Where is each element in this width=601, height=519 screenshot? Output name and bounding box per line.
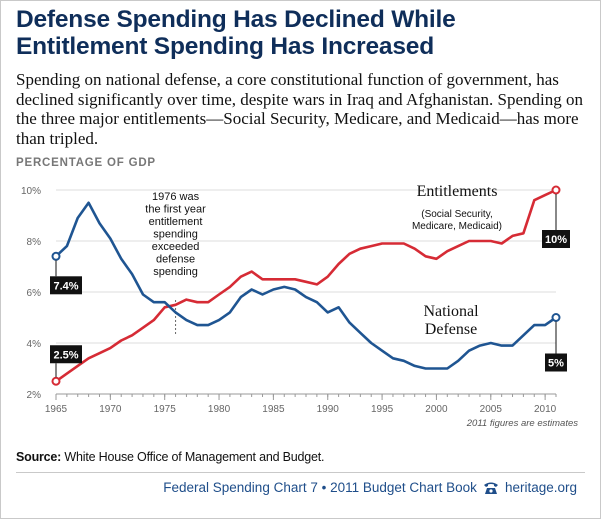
source-note: Source: White House Office of Management… <box>16 450 325 464</box>
end-point-entitlements <box>551 185 561 195</box>
x-tick-label: 1970 <box>99 404 122 415</box>
data-label-entitlements-start-box <box>50 345 82 364</box>
series-line-national-defense <box>55 201 557 370</box>
data-label-defense-start: 7.4% <box>53 280 78 292</box>
series-line-entitlements <box>55 188 557 383</box>
x-tick-label: 1965 <box>45 404 68 415</box>
x-tick-label: 1980 <box>208 404 231 415</box>
title-line-1: Defense Spending Has Declined While <box>16 6 456 33</box>
footer-divider <box>16 472 585 473</box>
series-label-entitlements: Entitlements <box>417 183 498 200</box>
source-label: Source: <box>16 450 62 464</box>
subtitle: Spending on national defense, a core con… <box>16 70 584 148</box>
x-tick-label: 2000 <box>425 404 448 415</box>
data-label-entitlements-start: 2.5% <box>53 349 78 361</box>
data-label-defense-end-box <box>545 353 567 372</box>
data-label-entitlements-end-box <box>542 230 570 248</box>
title-line-2: Entitlement Spending Has Increased <box>16 33 434 60</box>
source-text: White House Office of Management and Bud… <box>64 450 325 464</box>
x-tick-label: 1990 <box>317 404 340 415</box>
data-label-defense-start-box <box>50 276 82 295</box>
start-point-national-defense <box>51 251 61 261</box>
annotation-text: 1976 was the first year entitlement spendin… <box>145 191 206 278</box>
end-point-national-defense <box>551 313 561 322</box>
y-tick-label: 4% <box>27 339 42 350</box>
start-point-entitlements <box>51 376 61 386</box>
data-label-entitlements-end: 10% <box>545 234 567 246</box>
x-tick-label: 2010 <box>534 404 557 415</box>
series-sublabel-entitlements: (Social Security, Medicare, Medicaid) <box>412 209 502 232</box>
footer-link-heritage[interactable]: heritage.org <box>504 480 577 495</box>
telephone-icon <box>483 481 499 495</box>
page-title: Defense Spending Has Declined While Enti… <box>16 6 586 60</box>
y-tick-label: 10% <box>21 186 41 197</box>
footer-citation: Federal Spending Chart 7 • 2011 Budget C… <box>163 480 477 495</box>
footer: Federal Spending Chart 7 • 2011 Budget C… <box>163 480 577 495</box>
x-tick-label: 1985 <box>262 404 285 415</box>
x-tick-label: 1975 <box>154 404 177 415</box>
y-axis-label: PERCENTAGE OF GDP <box>16 157 156 169</box>
line-chart: 2% 4% 6% 8% 10% 1965 1970 1975 1980 1985 1990 1995 2… <box>21 183 578 429</box>
y-tick-label: 6% <box>27 288 42 299</box>
estimate-note: 2011 figures are estimates <box>466 418 578 429</box>
series-label-national-defense: National Defense <box>423 303 479 338</box>
x-tick-label: 1995 <box>371 404 394 415</box>
y-tick-label: 2% <box>27 390 42 401</box>
data-label-defense-end: 5% <box>548 358 564 370</box>
y-tick-label: 8% <box>27 237 42 248</box>
x-tick-label: 2005 <box>480 404 503 415</box>
